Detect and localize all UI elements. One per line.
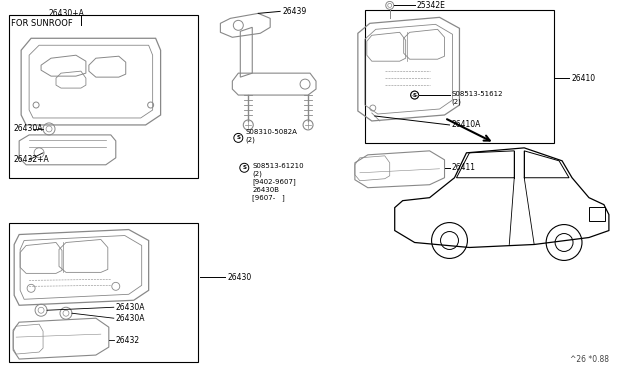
Text: S: S (413, 93, 417, 97)
Text: 26410: 26410 (571, 74, 595, 83)
Text: ^26 *0.88: ^26 *0.88 (570, 355, 609, 364)
Text: 26432: 26432 (116, 336, 140, 344)
Text: 26432+A: 26432+A (13, 155, 49, 164)
Text: FOR SUNROOF: FOR SUNROOF (11, 19, 73, 28)
Text: S: S (243, 165, 246, 170)
Bar (589, 206, 605, 221)
Text: S08513-51612
(2): S08513-51612 (2) (451, 91, 503, 105)
Text: 26430A: 26430A (116, 314, 145, 323)
Text: 26410A: 26410A (451, 121, 481, 129)
Text: 26430A: 26430A (13, 124, 43, 134)
Text: S08310-5082A
(2): S08310-5082A (2) (245, 129, 297, 143)
Text: 26430+A: 26430+A (48, 9, 84, 18)
Text: 25342E: 25342E (417, 1, 445, 10)
Text: 26411: 26411 (451, 163, 476, 172)
Text: 26430A: 26430A (116, 303, 145, 312)
Bar (365, 10, 554, 143)
Text: S08513-61210
(2)
[9402-9607]
26430B
[9607-   ]: S08513-61210 (2) [9402-9607] 26430B [960… (252, 163, 304, 201)
Text: 26439: 26439 (282, 7, 307, 16)
Bar (9, 222, 198, 362)
Text: 26430: 26430 (227, 273, 252, 282)
Text: S: S (236, 135, 240, 140)
Bar (9, 15, 198, 178)
